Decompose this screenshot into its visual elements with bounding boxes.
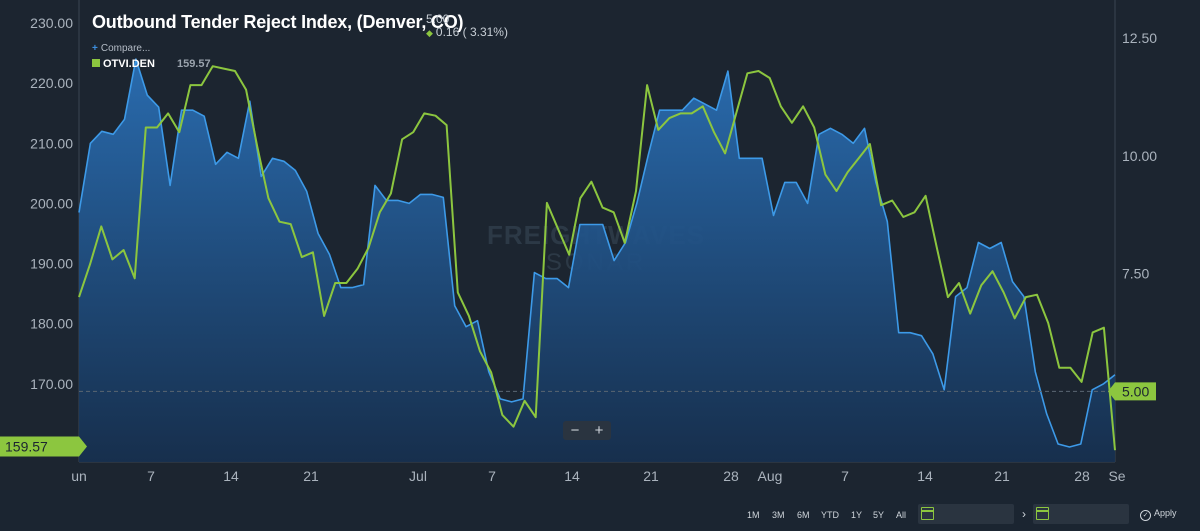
x-tick-label: 28 <box>1074 468 1090 484</box>
left-tick-label: 210.00 <box>30 135 73 151</box>
right-last-value-label: 5.00 <box>1122 383 1149 399</box>
apply-button[interactable]: ✓ Apply <box>1140 508 1177 521</box>
series-swatch <box>92 59 100 67</box>
range-1y-button[interactable]: 1Y <box>851 510 863 520</box>
chart-panel: FREIGHTWAVES SONAR 230.00220.00210.00200… <box>0 0 1200 490</box>
calendar-icon <box>1036 507 1049 520</box>
otri-line <box>78 65 1116 451</box>
x-tick-label: 7 <box>488 468 496 484</box>
left-tick-label: 230.00 <box>30 15 73 31</box>
value-change: ◆ 0.16 ( 3.31%) <box>426 25 508 39</box>
x-tick-label: 14 <box>564 468 580 484</box>
chart-title: Outbound Tender Reject Index, (Denver, C… <box>92 12 464 32</box>
right-last-value-tag <box>1108 382 1156 401</box>
x-tick-label: un <box>71 468 87 484</box>
x-tick-label: Aug <box>758 468 783 484</box>
range-6m-button[interactable]: 6M <box>797 510 810 520</box>
left-tick-label: 220.00 <box>30 75 73 91</box>
left-tick-label: 190.00 <box>30 256 73 272</box>
range-all-button[interactable]: All <box>896 510 907 520</box>
compare-label: Compare... <box>100 43 151 54</box>
x-tick-label: 21 <box>303 468 319 484</box>
range-ytd-button[interactable]: YTD <box>821 510 839 520</box>
x-tick-label: 28 <box>723 468 739 484</box>
last-value-labels: 159.57 5.00 <box>0 382 1156 457</box>
left-tick-label: 200.00 <box>30 195 73 211</box>
x-axis: un 7 14 21 Jul 7 14 21 28 Aug 7 14 21 28 Se <box>71 468 1126 484</box>
x-tick-label: 7 <box>147 468 155 484</box>
calendar-icon <box>921 507 934 520</box>
x-tick-label: 21 <box>994 468 1010 484</box>
left-tick-label: 170.00 <box>30 376 73 392</box>
legend-series[interactable]: OTVI.DEN 159.57 <box>92 58 211 70</box>
start-date-input[interactable] <box>918 504 1014 524</box>
chart-canvas[interactable]: FREIGHTWAVES SONAR 230.00220.00210.00200… <box>0 0 1200 490</box>
range-5y-button[interactable]: 5Y <box>873 510 885 520</box>
range-1m-button[interactable]: 1M <box>747 510 760 520</box>
left-last-value-label: 159.57 <box>5 439 48 455</box>
check-icon: ✓ <box>1140 510 1151 521</box>
x-tick-label: Se <box>1108 468 1125 484</box>
x-tick-label: 14 <box>223 468 239 484</box>
x-tick-label: 21 <box>643 468 659 484</box>
change-text: 0.16 ( 3.31%) <box>435 25 508 39</box>
zoom-out-button[interactable]: − <box>570 422 580 439</box>
left-axis: 230.00 220.00 210.00 200.00 190.00 180.00 170.… <box>30 15 73 392</box>
date-range-bar: 1M 3M 6M YTD 1Y 5Y All › ✓ Apply <box>0 490 1200 531</box>
compare-button[interactable]: + Compare... <box>92 43 150 54</box>
zoom-in-button[interactable]: + <box>594 422 604 439</box>
otvi-series <box>78 58 1116 462</box>
right-axis: 12.50 10.00 7.50 <box>1122 30 1157 282</box>
series-value: 159.57 <box>176 58 211 70</box>
otvi-area <box>79 59 1115 462</box>
plus-icon: + <box>92 43 98 54</box>
otri-series <box>78 65 1116 451</box>
current-value: 5.00 <box>426 12 450 26</box>
zoom-control: − + <box>563 421 611 440</box>
left-last-value-tag <box>0 436 87 457</box>
range-3m-button[interactable]: 3M <box>772 510 785 520</box>
up-arrow-icon: ◆ <box>426 28 433 38</box>
right-tick-label: 7.50 <box>1122 266 1149 282</box>
apply-label: Apply <box>1154 508 1177 518</box>
title-block: Outbound Tender Reject Index, (Denver, C… <box>92 12 508 39</box>
x-tick-label: 14 <box>917 468 933 484</box>
x-tick-label: Jul <box>409 468 427 484</box>
right-tick-label: 12.50 <box>1122 30 1157 46</box>
right-tick-label: 10.00 <box>1122 148 1157 164</box>
left-tick-label: 180.00 <box>30 316 73 332</box>
series-ticker: OTVI.DEN <box>103 58 155 70</box>
x-tick-label: 7 <box>841 468 849 484</box>
date-arrow: › <box>1022 507 1026 521</box>
end-date-input[interactable] <box>1033 504 1129 524</box>
